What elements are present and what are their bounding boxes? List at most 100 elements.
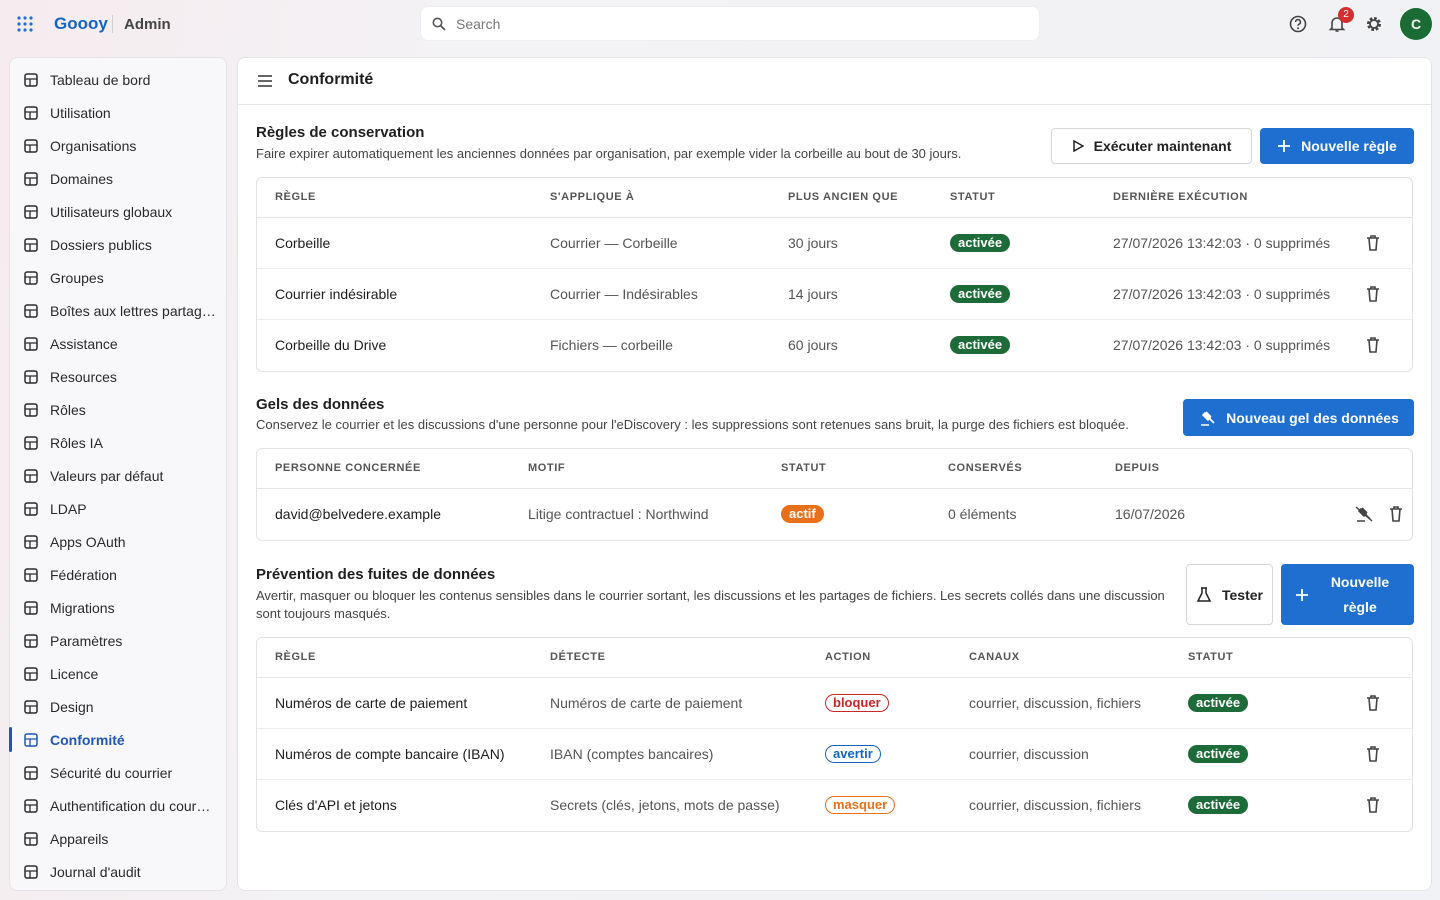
nav-item[interactable]: Journal d'audit xyxy=(10,855,226,888)
column-header: DÉTECTE xyxy=(550,651,606,663)
play-icon xyxy=(1072,140,1084,152)
avatar[interactable]: C xyxy=(1400,8,1432,40)
nav-label: Appareils xyxy=(50,831,109,847)
column-header: ACTION xyxy=(825,651,871,663)
delete-icon[interactable] xyxy=(1365,745,1381,763)
nav-item[interactable]: Sécurité du courrier xyxy=(10,756,226,789)
section-description: Faire expirer automatiquement les ancien… xyxy=(256,146,962,161)
column-header: MOTIF xyxy=(528,462,566,474)
nav-label: Apps OAuth xyxy=(50,534,126,550)
nav-icon xyxy=(24,271,38,285)
sidebar: Tableau de bord Utilisation Organisations D… xyxy=(9,57,227,891)
nav-item[interactable]: Conformité xyxy=(9,723,226,756)
nav-item[interactable]: Dossiers publics xyxy=(10,228,226,261)
section-title: Gels des données xyxy=(256,396,385,413)
nav-item[interactable]: Boîtes aux lettres partag… xyxy=(10,294,226,327)
table-header: RÈGLE S'APPLIQUE À PLUS ANCIEN QUE STATUT DE… xyxy=(257,178,1412,218)
new-rule-button[interactable]: Nouvelle règle xyxy=(1260,128,1414,164)
nav-item[interactable]: Utilisateurs globaux xyxy=(10,195,226,228)
nav-item[interactable]: Authentification du cour… xyxy=(10,789,226,822)
nav-item[interactable]: Rôles xyxy=(10,393,226,426)
settings-icon[interactable] xyxy=(1365,15,1383,33)
button-label: Tester xyxy=(1222,586,1263,603)
delete-icon[interactable] xyxy=(1388,505,1404,523)
nav-icon xyxy=(24,733,38,747)
nav-item[interactable]: Groupes xyxy=(10,261,226,294)
nav-item[interactable]: Migrations xyxy=(10,591,226,624)
column-header: RÈGLE xyxy=(275,191,316,203)
apps-icon[interactable] xyxy=(16,15,34,33)
delete-icon[interactable] xyxy=(1365,694,1381,712)
nav-item[interactable]: Appareils xyxy=(10,822,226,855)
delete-icon[interactable] xyxy=(1365,234,1381,252)
top-bar: Goooy Admin Search 2 C xyxy=(0,0,1440,48)
run-now-button[interactable]: Exécuter maintenant xyxy=(1051,128,1252,164)
test-button[interactable]: Tester xyxy=(1186,564,1273,625)
row-action[interactable] xyxy=(1354,505,1374,528)
table-cell: 27/07/2026 13:42:03 · 0 supprimés xyxy=(1113,235,1331,251)
table-cell: Courrier indésirable xyxy=(275,286,398,302)
search-box[interactable]: Search xyxy=(420,6,1040,41)
row-action[interactable] xyxy=(1365,234,1381,257)
nav-icon xyxy=(24,568,38,582)
nav-item[interactable]: Organisations xyxy=(10,129,226,162)
row-action[interactable] xyxy=(1365,694,1381,717)
nav-label: Authentification du cour… xyxy=(50,798,211,814)
help-icon[interactable] xyxy=(1289,15,1307,33)
nav-icon xyxy=(24,502,38,516)
nav-item[interactable]: Licence xyxy=(10,657,226,690)
delete-icon[interactable] xyxy=(1365,336,1381,354)
delete-icon[interactable] xyxy=(1365,796,1381,814)
delete-icon[interactable] xyxy=(1365,285,1381,303)
column-header: PERSONNE CONCERNÉE xyxy=(275,462,421,474)
table-cell: 0 éléments xyxy=(948,506,1017,522)
nav-item[interactable]: Fédération xyxy=(10,558,226,591)
row-action[interactable] xyxy=(1365,796,1381,819)
nav-item[interactable]: Valeurs par défaut xyxy=(10,459,226,492)
plus-icon xyxy=(1296,588,1308,601)
new-hold-button[interactable]: Nouveau gel des données xyxy=(1183,399,1414,436)
section-description: Conservez le courrier et les discussions… xyxy=(256,417,1129,432)
table-cell: Courrier — Corbeille xyxy=(550,235,678,251)
release-icon[interactable] xyxy=(1354,505,1374,523)
row-action[interactable] xyxy=(1365,285,1381,308)
nav-item[interactable]: Utilisation xyxy=(10,96,226,129)
nav-icon xyxy=(24,139,38,153)
flask-icon xyxy=(1196,586,1212,602)
nav-item[interactable]: Domaines xyxy=(10,162,226,195)
nav-item[interactable]: LDAP xyxy=(10,492,226,525)
table-cell: Corbeille du Drive xyxy=(275,337,387,353)
table-row: Corbeille du Drive Fichiers — corbeille 60… xyxy=(257,320,1412,371)
nav-item[interactable]: Apps OAuth xyxy=(10,525,226,558)
column-header: RÈGLE xyxy=(275,651,316,663)
row-action[interactable] xyxy=(1365,745,1381,768)
brand[interactable]: Goooy xyxy=(54,14,108,33)
nav-item[interactable]: Rôles IA xyxy=(10,426,226,459)
holds-table: PERSONNE CONCERNÉE MOTIF STATUT CONSERVÉS DE… xyxy=(256,448,1413,541)
nav-label: Organisations xyxy=(50,138,137,154)
table-row: Clés d'API et jetons Secrets (clés, jeton… xyxy=(257,780,1412,831)
button-label: Nouvelle règle xyxy=(1301,138,1397,154)
row-action[interactable] xyxy=(1365,336,1381,359)
nav-item[interactable]: Paramètres xyxy=(10,624,226,657)
nav-label: Utilisateurs globaux xyxy=(50,204,173,220)
nav-item[interactable]: Resources xyxy=(10,360,226,393)
nav-item[interactable]: Design xyxy=(10,690,226,723)
nav-label: Assistance xyxy=(50,336,118,352)
nav-label: Dossiers publics xyxy=(50,237,152,253)
nav-item[interactable]: Assistance xyxy=(10,327,226,360)
table-cell: courrier, discussion xyxy=(969,746,1089,762)
button-label: Exécuter maintenant xyxy=(1093,138,1232,154)
nav-label: Paramètres xyxy=(50,633,123,649)
row-action[interactable] xyxy=(1388,505,1404,528)
divider xyxy=(238,104,1431,105)
nav-icon xyxy=(24,172,38,186)
nav-icon xyxy=(24,337,38,351)
table-cell: courrier, discussion, fichiers xyxy=(969,797,1141,813)
new-dlp-rule-button[interactable]: Nouvelle règle xyxy=(1281,564,1414,625)
nav-label: Conformité xyxy=(50,732,125,748)
nav-item[interactable]: Tableau de bord xyxy=(10,63,226,96)
table-header: RÈGLE DÉTECTE ACTION CANAUX STATUT xyxy=(257,638,1412,678)
menu-icon[interactable] xyxy=(257,74,273,88)
table-row: Courrier indésirable Courrier — Indésirab… xyxy=(257,269,1412,320)
